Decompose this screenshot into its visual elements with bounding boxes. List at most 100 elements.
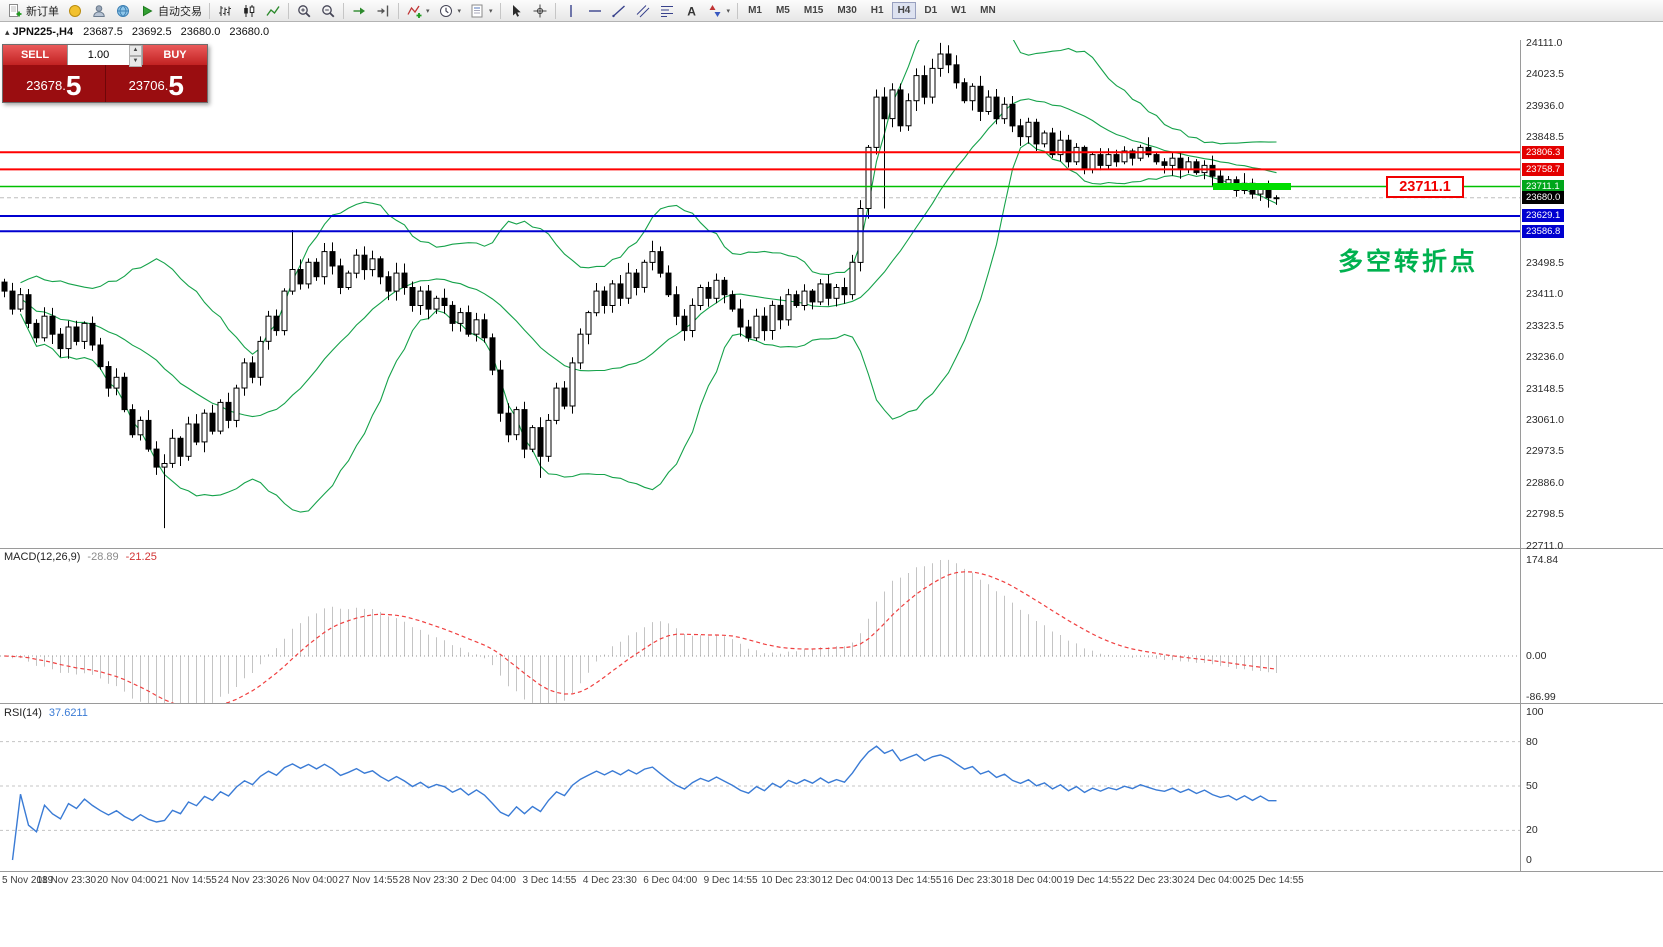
cursor-icon [512, 4, 521, 17]
periods-dropdown-icon: ▾ [457, 7, 462, 15]
chart-title: ▴ JPN225-,H4 23687.5 23692.5 23680.0 23680.0 [5, 26, 278, 38]
cursor-button[interactable] [504, 1, 528, 20]
time-axis[interactable]: 5 Nov 2019 18 Nov 23:30 20 Nov 04:00 21 Nov… [0, 875, 1663, 891]
date-label: 10 Dec 23:30 [761, 875, 821, 886]
timeframe-button-h1[interactable]: H1 [865, 2, 890, 19]
date-label: 4 Dec 23:30 [582, 875, 637, 886]
toolbar-separator [398, 2, 399, 19]
date-label: 20 Nov 04:00 [97, 875, 157, 886]
candlestick-chart-button[interactable] [237, 1, 261, 20]
price-line-tag: 23629.1 [1522, 209, 1565, 223]
svg-text:A: A [687, 4, 696, 18]
line-chart-icon [266, 5, 280, 16]
price-scale-label: 24111.0 [1526, 36, 1563, 49]
date-label: 24 Nov 23:30 [217, 875, 278, 886]
panel-separator[interactable] [0, 703, 1663, 704]
channel-tool-button[interactable] [631, 1, 655, 20]
price-scale[interactable]: 24111.0 24023.5 23936.0 23848.5 23498.5 23411… [1520, 36, 1663, 552]
panel-separator[interactable] [0, 548, 1663, 549]
text-tool-button[interactable]: A [679, 1, 703, 20]
auto-scroll-button[interactable] [347, 1, 371, 20]
trendline-tool-button[interactable] [607, 1, 631, 20]
price-scale-label: 23148.5 [1526, 382, 1564, 395]
fibonacci-tool-button[interactable] [655, 1, 679, 20]
new-order-icon [9, 3, 22, 17]
vertical-line-tool-button[interactable] [559, 1, 583, 20]
auto-scroll-icon [353, 7, 365, 14]
sell-price-display[interactable]: 23678. 5 [3, 65, 106, 102]
horizontal-line-icon [588, 9, 601, 12]
price-callout[interactable]: 23711.1 [1386, 176, 1464, 198]
chart-shift-button[interactable] [371, 1, 395, 20]
macd-signal-value: -21.25 [125, 551, 157, 563]
timeframe-button-m1[interactable]: M1 [742, 2, 768, 19]
macd-panel-canvas[interactable] [0, 549, 1520, 703]
fibonacci-icon [660, 5, 673, 17]
horizontal-line-tool-button[interactable] [583, 1, 607, 20]
one-click-trading-panel: SELL ▲ ▼ BUY 23678.5 23706.5 [2, 44, 208, 103]
price-line-tag: 23586.8 [1522, 224, 1565, 238]
price-scale-label: 24023.5 [1526, 68, 1564, 81]
date-label: 24 Dec 04:00 [1183, 875, 1244, 886]
rsi-scale-label: 20 [1526, 824, 1538, 837]
rsi-value: 37.6211 [48, 707, 88, 719]
date-label: 3 Dec 14:55 [522, 875, 577, 886]
arrows-tool-button[interactable]: ▾ [703, 1, 735, 20]
toolbar-separator [499, 2, 501, 19]
timeframe-button-m30[interactable]: M30 [831, 2, 862, 19]
templates-icon [471, 4, 483, 17]
date-label: 16 Dec 23:30 [942, 875, 1002, 886]
community-button[interactable] [111, 1, 135, 20]
timeframe-button-mn[interactable]: MN [974, 2, 1002, 19]
indicators-dropdown-icon: ▾ [426, 7, 430, 15]
rsi-name: RSI(14) [4, 707, 42, 719]
date-label: 6 Dec 04:00 [643, 875, 698, 886]
new-order-button[interactable]: 新订单 [3, 1, 63, 20]
profile-button[interactable] [87, 1, 111, 20]
line-chart-button[interactable] [261, 1, 285, 20]
buy-price-display[interactable]: 23706. 5 [106, 65, 208, 102]
buy-button[interactable]: BUY [143, 45, 207, 65]
price-scale-label: 23061.0 [1526, 414, 1564, 427]
symbol-collapse-icon: ▴ [5, 27, 10, 37]
date-label: 21 Nov 14:55 [157, 875, 217, 886]
bar-chart-button[interactable] [213, 1, 237, 20]
crosshair-button[interactable] [528, 1, 552, 20]
timeframe-button-h4[interactable]: H4 [891, 2, 917, 19]
price-scale-label: 23848.5 [1526, 131, 1564, 144]
bar-chart-icon [219, 5, 231, 16]
templates-button[interactable]: ▾ [465, 1, 497, 20]
price-chart-canvas[interactable] [0, 40, 1520, 548]
volume-down-button[interactable]: ▼ [129, 56, 142, 67]
timeframe-button-m5[interactable]: M5 [770, 2, 796, 19]
volume-input[interactable] [68, 45, 129, 65]
rsi-scale-label: 100 [1526, 706, 1544, 718]
indicators-button[interactable]: ▾ [402, 1, 434, 20]
rsi-scale-label: 0 [1526, 854, 1532, 866]
sell-price-big-digit: 5 [65, 70, 82, 101]
sell-button[interactable]: SELL [3, 45, 67, 65]
price-line-tag: 23758.7 [1522, 162, 1565, 176]
timeframe-button-d1[interactable]: D1 [918, 2, 943, 19]
rsi-scale: 100 80 50 20 0 [1520, 705, 1663, 870]
price-scale-label: 22711.0 [1526, 539, 1564, 552]
autotrading-play-icon [143, 5, 153, 16]
metaeditor-button[interactable] [63, 1, 87, 20]
zoom-out-icon [322, 4, 335, 17]
zoom-in-icon [298, 4, 311, 17]
rsi-panel-canvas[interactable] [0, 705, 1520, 870]
buy-price-big-digit: 5 [168, 70, 184, 101]
top-toolbar: 新订单 自动交易 ▾ ▾ ▾ A ▾ M1 M5 M15 M3 [0, 0, 1663, 22]
highlight-band [1213, 183, 1291, 190]
periods-button[interactable]: ▾ [434, 1, 466, 20]
timeframe-button-w1[interactable]: W1 [945, 2, 972, 19]
date-label: 27 Nov 14:55 [338, 875, 399, 886]
periods-clock-icon [439, 4, 452, 17]
autotrading-button[interactable]: 自动交易 [135, 1, 206, 20]
timeframe-button-m15[interactable]: M15 [798, 2, 829, 19]
zoom-out-button[interactable] [316, 1, 340, 20]
zoom-in-button[interactable] [292, 1, 316, 20]
ohlc-close: 23680.0 [229, 26, 270, 38]
volume-up-button[interactable]: ▲ [129, 45, 142, 56]
price-scale-label: 22886.0 [1526, 476, 1564, 489]
